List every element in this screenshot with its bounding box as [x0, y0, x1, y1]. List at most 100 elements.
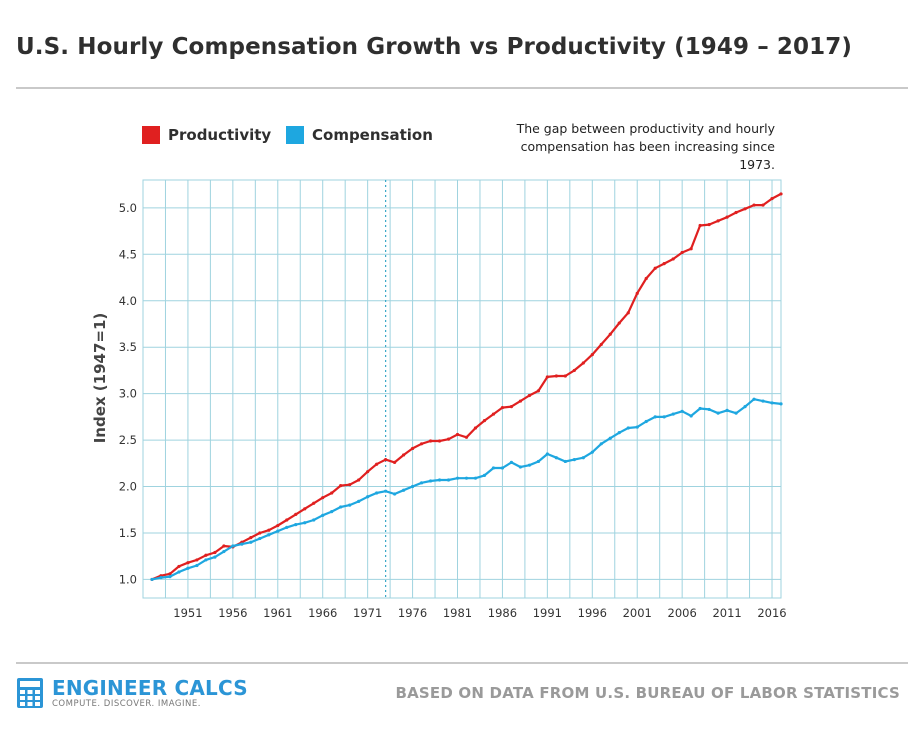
data-point-compensation — [509, 460, 514, 464]
x-tick-label: 1976 — [398, 606, 427, 620]
data-point-productivity — [258, 531, 262, 535]
plot-area-border — [142, 179, 782, 599]
data-point-compensation — [186, 566, 190, 570]
data-point-compensation — [590, 450, 594, 454]
data-point-compensation — [545, 452, 549, 456]
data-point-productivity — [491, 412, 496, 416]
brand-logo: ENGINEER CALCS COMPUTE. DISCOVER. IMAGIN… — [16, 677, 248, 709]
data-point-productivity — [482, 418, 487, 423]
data-point-compensation — [393, 492, 397, 496]
data-point-compensation — [348, 503, 352, 507]
data-point-compensation — [617, 431, 621, 435]
data-point-compensation — [267, 533, 271, 537]
data-point-productivity — [761, 203, 765, 207]
chart-title: U.S. Hourly Compensation Growth vs Produ… — [16, 34, 852, 60]
y-tick-label: 3.0 — [119, 387, 137, 401]
x-tick-label: 1961 — [263, 606, 292, 620]
data-point-compensation — [761, 399, 765, 403]
data-point-productivity — [393, 460, 397, 464]
data-point-compensation — [321, 513, 325, 517]
x-tick-label: 1986 — [488, 606, 517, 620]
legend-item-productivity: Productivity — [142, 126, 271, 144]
data-point-productivity — [590, 353, 594, 357]
data-point-compensation — [401, 488, 406, 492]
legend-swatch-productivity — [142, 126, 160, 144]
y-tick-label: 3.5 — [119, 340, 137, 354]
data-point-productivity — [563, 374, 567, 378]
bottom-divider — [16, 662, 908, 664]
data-point-compensation — [599, 442, 603, 446]
brand-tagline: COMPUTE. DISCOVER. IMAGINE. — [52, 699, 201, 709]
x-tick-label: 2001 — [623, 606, 652, 620]
data-point-compensation — [410, 484, 415, 489]
data-point-productivity — [330, 491, 334, 495]
data-point-compensation — [375, 491, 379, 495]
data-point-productivity — [536, 389, 540, 393]
legend-label-productivity: Productivity — [168, 126, 272, 144]
x-tick-label: 2016 — [757, 606, 786, 620]
data-point-compensation — [312, 518, 316, 522]
data-point-productivity — [572, 368, 576, 373]
data-point-productivity — [689, 247, 693, 251]
data-point-compensation — [294, 523, 298, 527]
data-point-compensation — [339, 505, 343, 509]
data-point-productivity — [653, 266, 657, 270]
x-tick-label: 1966 — [308, 606, 337, 620]
x-tick-label: 1981 — [443, 606, 472, 620]
data-point-compensation — [527, 463, 531, 467]
data-point-productivity — [195, 558, 199, 562]
x-tick-label: 1996 — [578, 606, 607, 620]
data-point-compensation — [608, 436, 612, 440]
data-point-compensation — [330, 510, 334, 514]
x-tick-label: 2006 — [668, 606, 697, 620]
data-point-compensation — [231, 544, 235, 548]
data-point-productivity — [177, 564, 181, 569]
annotation-line-1: The gap between productivity and hourly — [516, 121, 775, 136]
data-point-compensation — [563, 459, 567, 464]
data-point-compensation — [500, 466, 505, 470]
data-point-productivity — [518, 399, 523, 403]
data-point-productivity — [276, 523, 280, 528]
data-point-compensation — [725, 408, 729, 412]
data-point-compensation — [734, 411, 738, 415]
legend-label-compensation: Compensation — [312, 126, 433, 144]
data-point-productivity — [186, 561, 190, 565]
data-point-productivity — [222, 544, 226, 548]
data-point-productivity — [473, 426, 478, 430]
y-tick-label: 1.0 — [119, 572, 137, 586]
data-point-compensation — [698, 406, 702, 411]
data-point-compensation — [240, 542, 244, 546]
data-point-compensation — [419, 481, 424, 485]
data-point-productivity — [743, 207, 747, 211]
data-point-productivity — [554, 374, 558, 378]
data-point-compensation — [303, 521, 307, 525]
data-point-productivity — [384, 457, 388, 462]
data-point-productivity — [446, 437, 451, 441]
data-point-compensation — [177, 570, 181, 574]
data-point-compensation — [680, 409, 684, 413]
data-point-productivity — [662, 262, 666, 266]
y-tick-label: 2.5 — [119, 433, 137, 447]
data-point-productivity — [617, 321, 621, 325]
data-point-compensation — [653, 415, 657, 419]
data-point-productivity — [339, 484, 343, 488]
data-point-productivity — [707, 222, 711, 227]
data-point-compensation — [428, 479, 433, 483]
data-point-productivity — [698, 223, 702, 228]
data-point-productivity — [249, 536, 253, 540]
data-point-productivity — [599, 342, 603, 347]
y-tick-label: 4.5 — [119, 247, 137, 261]
data-point-compensation — [222, 549, 226, 554]
data-point-productivity — [716, 219, 720, 223]
data-point-compensation — [554, 456, 558, 460]
data-point-compensation — [752, 397, 756, 401]
data-point-productivity — [464, 435, 469, 439]
data-point-compensation — [437, 478, 442, 482]
data-point-compensation — [168, 575, 172, 579]
data-point-compensation — [258, 536, 262, 541]
data-point-compensation — [150, 577, 154, 582]
data-point-compensation — [455, 476, 460, 480]
brand-name: ENGINEER CALCS — [52, 676, 248, 700]
data-point-compensation — [572, 457, 576, 462]
